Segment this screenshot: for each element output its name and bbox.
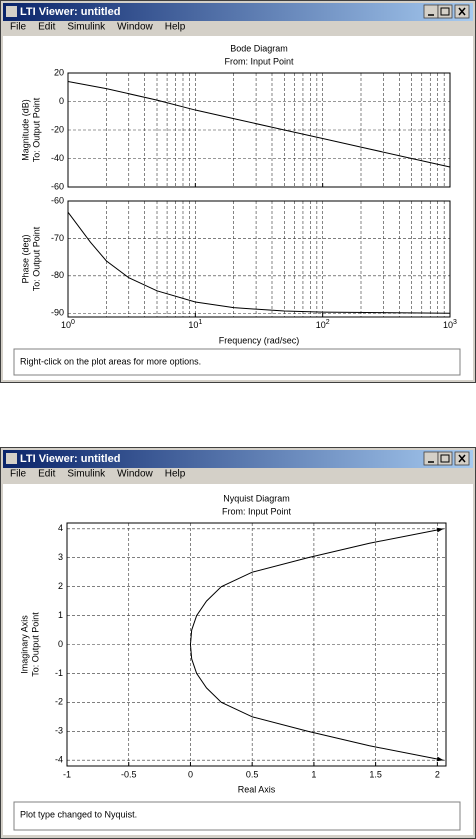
- window-title: LTI Viewer: untitled: [20, 6, 120, 18]
- axes-border: [67, 200, 451, 318]
- x-axis-label: Frequency (rad/sec): [219, 335, 300, 345]
- chart-title: Nyquist Diagram: [223, 493, 290, 503]
- y-axis-label: Magnitude (dB): [20, 99, 30, 161]
- y-tick-label: 0: [58, 639, 63, 649]
- app-icon: [6, 453, 17, 464]
- x-tick-label: 103: [443, 319, 457, 331]
- line: [189, 528, 444, 761]
- status-text: Plot type changed to Nyquist.: [20, 809, 137, 819]
- y-tick-label: -3: [55, 726, 63, 736]
- x-tick-label: 1: [311, 769, 316, 779]
- x-tick-label: 0.5: [246, 769, 259, 779]
- chart-subtitle: From: Input Point: [222, 506, 292, 516]
- menu-item[interactable]: File: [10, 469, 27, 480]
- title-bar: [3, 3, 473, 21]
- status-text: Right-click on the plot areas for more o…: [20, 356, 201, 366]
- y-tick-label: -80: [51, 270, 64, 280]
- minimize-button[interactable]: [423, 451, 439, 466]
- x-tick-label: 1.5: [369, 769, 382, 779]
- maximize-button[interactable]: [437, 4, 453, 19]
- y-tick-label: 1: [58, 610, 63, 620]
- status-box: [13, 801, 461, 831]
- line: [67, 81, 451, 168]
- y-tick-label: -1: [55, 668, 63, 678]
- plot-area: [68, 201, 450, 317]
- tick-exponent: 3: [453, 319, 457, 326]
- y-tick-label: -2: [55, 697, 63, 707]
- x-tick-label: -0.5: [121, 769, 137, 779]
- arrowhead: [436, 527, 444, 533]
- arrowhead: [436, 756, 444, 762]
- y-axis-label: Imaginary Axis: [19, 615, 29, 674]
- y-tick-label: -40: [51, 153, 64, 163]
- x-tick-label: 100: [61, 319, 75, 331]
- y-tick-label: -90: [51, 308, 64, 318]
- title-bar: [3, 450, 473, 468]
- y-tick-label: 4: [58, 523, 63, 533]
- tick-base: 10: [443, 320, 453, 330]
- minimize-button[interactable]: [423, 4, 439, 19]
- tick-base: 10: [61, 320, 71, 330]
- menu-item[interactable]: File: [10, 22, 27, 33]
- y-tick-label: -70: [51, 233, 64, 243]
- tick-exponent: 2: [326, 319, 330, 326]
- chart-subtitle: From: Input Point: [224, 56, 294, 66]
- y-tick-label: 2: [58, 581, 63, 591]
- y-axis-label: To: Output Point: [30, 612, 40, 677]
- y-tick-label: -60: [51, 195, 64, 205]
- app-icon: [6, 6, 17, 17]
- menu-item[interactable]: Edit: [38, 469, 55, 480]
- y-tick-label: 20: [54, 67, 64, 77]
- line: [67, 211, 451, 314]
- x-tick-label: 0: [188, 769, 193, 779]
- window-title: LTI Viewer: untitled: [20, 453, 120, 465]
- menu-item[interactable]: Help: [165, 469, 186, 480]
- y-tick-label: 3: [58, 552, 63, 562]
- axes-border: [67, 72, 451, 188]
- axes-border: [66, 522, 447, 767]
- tick-base: 10: [316, 320, 326, 330]
- tick-exponent: 1: [198, 319, 202, 326]
- menu-item[interactable]: Window: [117, 469, 153, 480]
- x-tick-label: -1: [63, 769, 71, 779]
- chart-title: Bode Diagram: [230, 43, 288, 53]
- x-tick-label: 101: [188, 319, 202, 331]
- tick-exponent: 0: [71, 319, 75, 326]
- tick-base: 10: [188, 320, 198, 330]
- y-tick-label: -20: [51, 124, 64, 134]
- menu-item[interactable]: Edit: [38, 22, 55, 33]
- y-axis-label: Phase (deg): [20, 234, 30, 283]
- y-tick-label: -4: [55, 755, 63, 765]
- status-box: [13, 348, 461, 376]
- menu-item[interactable]: Window: [117, 22, 153, 33]
- y-tick-label: -60: [51, 181, 64, 191]
- menu-item[interactable]: Simulink: [67, 469, 106, 480]
- maximize-button[interactable]: [437, 451, 453, 466]
- x-tick-label: 102: [316, 319, 330, 331]
- y-axis-label: To: Output Point: [31, 226, 41, 291]
- x-tick-label: 2: [435, 769, 440, 779]
- x-axis-label: Real Axis: [238, 784, 276, 794]
- y-axis-label: To: Output Point: [31, 97, 41, 162]
- y-tick-label: 0: [59, 96, 64, 106]
- menu-item[interactable]: Simulink: [67, 22, 106, 33]
- menu-item[interactable]: Help: [165, 22, 186, 33]
